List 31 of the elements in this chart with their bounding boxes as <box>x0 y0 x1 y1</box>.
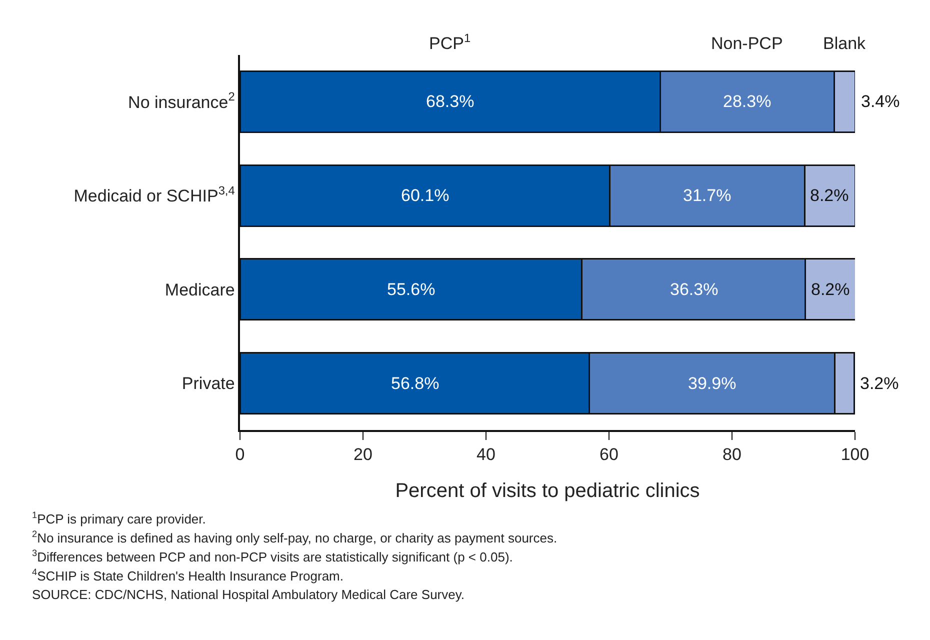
x-axis-title: Percent of visits to pediatric clinics <box>395 480 700 502</box>
data-label: 55.6% <box>387 280 436 299</box>
y-tick-label: Private <box>182 374 235 394</box>
x-tick-label: 20 <box>354 445 372 464</box>
text: $^{4}$SCHIP is State Children's Health Insurance Program. <box>32 567 344 584</box>
series-label: PCP$^{1}$ <box>429 31 471 54</box>
text: $^{2}$No insurance is defined as having only self-pay, no charge, or charity as payment sources. <box>32 529 558 546</box>
y-tick-label: Medicaid or SCHIP$^{3,4}$ <box>74 183 236 206</box>
series-label: Blank <box>823 34 866 53</box>
x-tick-label: 80 <box>722 445 742 464</box>
data-label: 28.3% <box>723 92 772 111</box>
data-label: 68.3% <box>426 92 474 111</box>
data-label: 56.8% <box>391 374 440 393</box>
data-label: 3.4% <box>861 92 900 111</box>
data-label: 39.9% <box>688 374 736 393</box>
data-label: 3.2% <box>860 374 899 393</box>
text: $^{3}$Differences between PCP and non-PCP visits are statistically significant (p < 0.05). <box>32 548 513 564</box>
source-note: SOURCE: CDC/NCHS, National Hospital Ambulatory Medical Care Survey. <box>32 587 465 602</box>
data-label: 31.7% <box>683 186 732 205</box>
y-tick-label: Medicare <box>164 280 235 300</box>
data-label: 60.1% <box>401 186 450 205</box>
y-tick-label: No insurance$^{2}$ <box>128 90 236 112</box>
text: $^{1}$PCP is primary care provider. <box>32 510 206 526</box>
data-label: 8.2% <box>811 280 850 299</box>
data-label: 36.3% <box>670 280 718 299</box>
x-tick-label: 100 <box>840 445 870 464</box>
x-tick-label: 0 <box>235 445 245 464</box>
x-tick-label: 40 <box>476 445 496 464</box>
x-tick-label: 60 <box>600 445 618 464</box>
series-label: Non-PCP <box>711 34 783 53</box>
data-label: 8.2% <box>810 186 849 205</box>
